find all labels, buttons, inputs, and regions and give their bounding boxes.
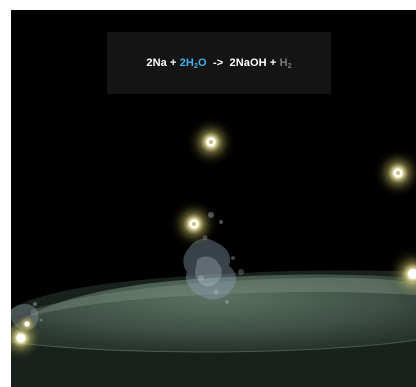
glowing-particle <box>372 147 416 199</box>
scene-canvas <box>11 116 416 387</box>
product-hydrogen: H2 <box>279 56 292 70</box>
simulation-viewport[interactable]: 2Na + 2H2O -> 2NaOH + H2 <box>11 10 416 387</box>
plus-sign: + <box>269 57 277 69</box>
glowing-particle <box>15 312 39 336</box>
reaction-arrow: -> <box>212 57 224 69</box>
plus-sign: + <box>170 57 177 69</box>
glowing-particle <box>385 246 416 302</box>
glowing-particle <box>185 116 237 168</box>
reactant-sodium: 2Na <box>146 57 167 69</box>
water-surface <box>11 270 416 387</box>
reaction-equation: 2Na + 2H2O -> 2NaOH + H2 <box>107 32 331 94</box>
glowing-particle <box>168 198 220 250</box>
reactant-water: 2H2O <box>179 56 207 70</box>
product-sodium-hydroxide: 2NaOH <box>229 57 267 69</box>
